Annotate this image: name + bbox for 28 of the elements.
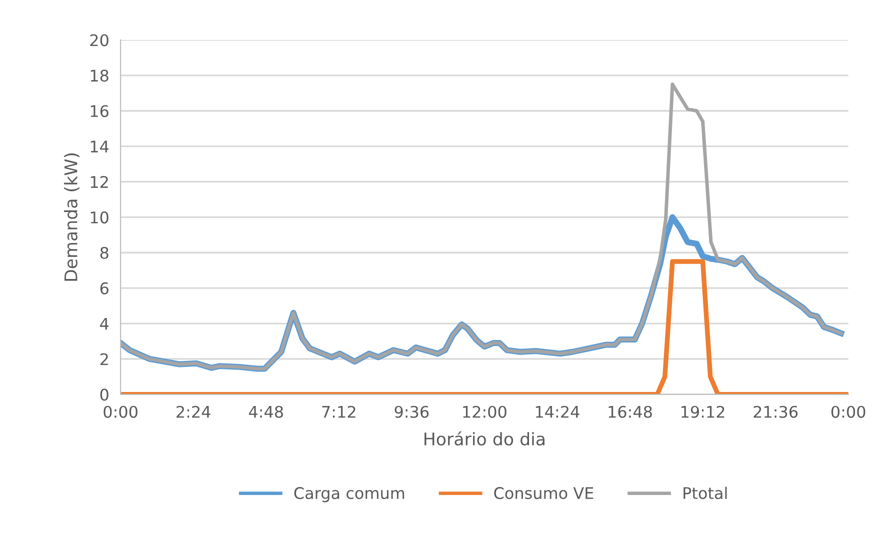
x-tick-label: 16:48	[608, 406, 652, 418]
legend-label: Ptotal	[684, 486, 727, 500]
y-tick-label: 2	[100, 353, 108, 366]
x-axis-title: Horário do dia	[424, 431, 544, 446]
x-tick-label: 21:36	[754, 406, 798, 418]
y-tick-label: 18	[90, 70, 108, 82]
y-axis-title: Demanda (kW)	[64, 153, 80, 281]
x-tick-label: 19:12	[682, 406, 724, 418]
x-tick-label: 0:00	[831, 406, 866, 418]
x-tick-label: 0:00	[104, 406, 138, 418]
y-tick-label: 4	[100, 318, 109, 330]
y-tick-label: 0	[100, 388, 108, 401]
x-tick-label: 2:24	[176, 406, 210, 418]
y-tick-label: 8	[100, 246, 108, 259]
line-series	[120, 82, 843, 370]
y-tick-label: 14	[90, 140, 109, 152]
y-tick-label: 12	[90, 176, 108, 188]
y-tick-label: 20	[90, 34, 108, 46]
y-tick-label: 16	[90, 105, 108, 118]
x-tick-label: 12:00	[463, 406, 506, 418]
legend-label: Consumo VE	[494, 487, 594, 500]
x-tick-label: 7:12	[322, 406, 356, 418]
x-tick-label: 14:24	[536, 406, 580, 418]
y-tick-label: 6	[100, 282, 108, 294]
x-tick-label: 4:48	[248, 406, 283, 418]
y-tick-label: 10	[90, 211, 108, 224]
legend-label: Carga comum	[294, 487, 404, 502]
x-tick-label: 9:36	[394, 406, 429, 418]
